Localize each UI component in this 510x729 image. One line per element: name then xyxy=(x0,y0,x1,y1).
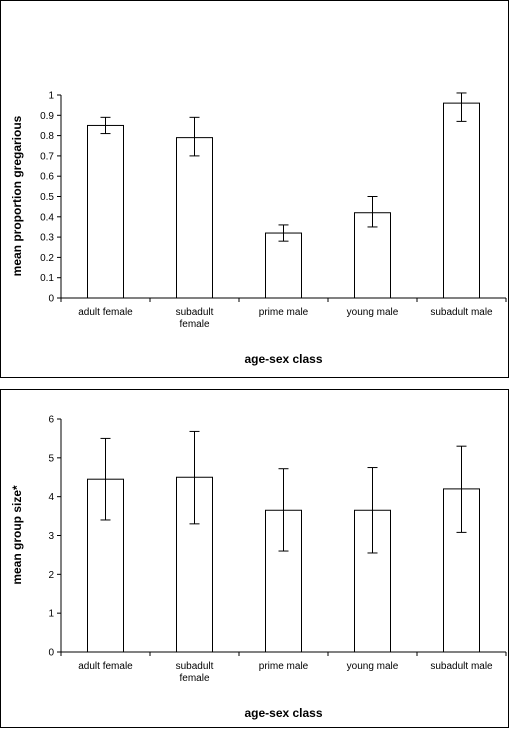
y-tick-label: 0 xyxy=(48,648,54,659)
y-tick-label: 0.9 xyxy=(40,111,54,122)
x-tick-label-adult-female: adult female xyxy=(78,307,133,318)
x-tick-label-subadult-female: subadult female xyxy=(176,307,214,330)
y-tick-label: 1 xyxy=(48,609,54,620)
x-tick-label-prime-male: prime male xyxy=(259,661,309,672)
y-tick-label: 0.1 xyxy=(40,273,54,284)
y-tick-label: 0 xyxy=(48,294,54,305)
bar-subadult-male xyxy=(443,102,480,299)
x-tick-label-prime-male: prime male xyxy=(259,307,309,318)
x-axis-title: age-sex class xyxy=(244,352,322,366)
y-tick-label: 0.5 xyxy=(40,192,54,203)
y-tick-label: 0.2 xyxy=(40,253,54,264)
y-axis-title: mean group size* xyxy=(10,485,24,585)
x-tick-label-subadult-male: subadult male xyxy=(430,661,493,672)
y-tick-label: 0.7 xyxy=(40,151,54,162)
y-tick-label: 0.8 xyxy=(40,131,54,142)
bar-subadult-female xyxy=(176,137,213,299)
x-tick-label-young-male: young male xyxy=(347,307,399,318)
x-tick-label-subadult-female: subadult female xyxy=(176,661,214,684)
chart-panel-group-size: 0 1 2 3 4 5 6 adult female subadult female prime m… xyxy=(0,389,509,728)
bar-prime-male xyxy=(265,232,302,299)
x-tick-label-adult-female: adult female xyxy=(78,661,133,672)
bar-adult-female xyxy=(87,124,124,299)
chart-panel-proportion-gregarious: 0 0.1 0.2 0.3 0.4 0.5 0.6 0.7 0.8 0.9 1 adult femal… xyxy=(0,0,509,378)
y-tick-label: 5 xyxy=(48,453,54,464)
x-tick-label-subadult-male: subadult male xyxy=(430,307,493,318)
x-axis-title: age-sex class xyxy=(244,706,322,720)
y-tick-label: 6 xyxy=(48,415,54,426)
chart-proportion-gregarious: 0 0.1 0.2 0.3 0.4 0.5 0.6 0.7 0.8 0.9 1 adult femal… xyxy=(10,91,507,366)
y-tick-label: 2 xyxy=(48,570,54,581)
chart-group-size: 0 1 2 3 4 5 6 adult female subadult female prime m… xyxy=(10,415,507,720)
y-tick-label: 4 xyxy=(48,492,54,503)
y-tick-label: 1 xyxy=(48,91,54,102)
x-tick-label-young-male: young male xyxy=(347,661,399,672)
y-axis-title: mean proportion gregarious xyxy=(10,115,24,276)
y-tick-label: 3 xyxy=(48,531,54,542)
y-tick-label: 0.6 xyxy=(40,172,54,183)
y-tick-label: 0.4 xyxy=(40,212,54,223)
y-tick-label: 0.3 xyxy=(40,233,54,244)
